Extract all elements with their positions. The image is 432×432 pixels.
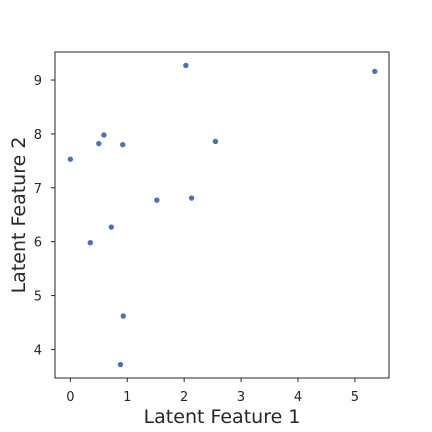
data-point-6 xyxy=(120,141,126,148)
y-axis-label: Latent Feature 2 xyxy=(8,137,30,294)
y-tick-label-2: 6 xyxy=(34,236,42,251)
data-point-12 xyxy=(372,68,378,75)
x-tick-label-2: 2 xyxy=(180,390,188,405)
data-point-9 xyxy=(183,62,189,69)
x-axis-label: Latent Feature 1 xyxy=(144,406,301,428)
data-point-5 xyxy=(117,361,124,368)
x-tick-label-1: 1 xyxy=(123,390,131,405)
y-tick-label-0: 4 xyxy=(34,343,42,358)
data-point-10 xyxy=(188,195,195,201)
data-point-7 xyxy=(120,313,126,319)
y-tick-label-1: 5 xyxy=(34,290,42,305)
y-tick-label-5: 9 xyxy=(34,74,42,89)
data-point-3 xyxy=(101,132,107,138)
x-tick-label-5: 5 xyxy=(351,390,359,405)
data-point-1 xyxy=(87,240,93,246)
plot-frame xyxy=(54,51,390,379)
data-point-11 xyxy=(212,138,219,145)
x-tick-label-4: 4 xyxy=(294,390,302,405)
y-tick-label-3: 7 xyxy=(34,182,42,197)
x-tick-label-0: 0 xyxy=(66,390,74,405)
y-axis-ticks: 4 5 6 7 8 9 xyxy=(34,74,55,358)
data-point-8 xyxy=(154,197,160,203)
x-axis-ticks: 0 1 2 3 4 5 xyxy=(66,378,359,405)
x-tick-label-3: 3 xyxy=(237,390,245,405)
data-point-0 xyxy=(67,156,74,162)
data-point-2 xyxy=(96,140,102,147)
points-layer xyxy=(67,62,378,368)
data-point-4 xyxy=(108,224,115,230)
y-tick-label-4: 8 xyxy=(34,128,42,143)
